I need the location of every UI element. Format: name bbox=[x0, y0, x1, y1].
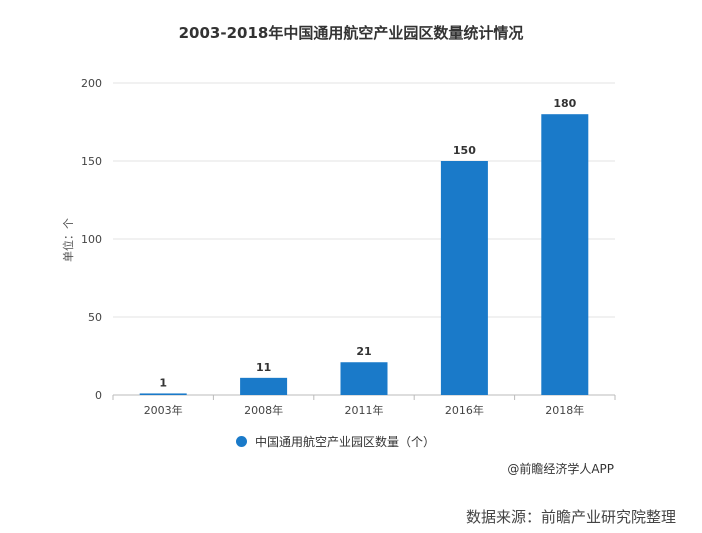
bar bbox=[240, 377, 288, 395]
legend-label: 中国通用航空产业园区数量（个） bbox=[255, 435, 436, 449]
source-note: 数据来源：前瞻产业研究院整理 bbox=[465, 508, 676, 526]
credit-text: @前瞻经济学人APP bbox=[507, 462, 614, 476]
bar-value-label: 180 bbox=[553, 97, 576, 110]
legend-swatch bbox=[236, 436, 247, 447]
y-axis-ticks: 0 50 100 150 200 bbox=[81, 77, 102, 402]
x-tick-label: 2008年 bbox=[244, 403, 283, 417]
y-tick-label: 100 bbox=[81, 233, 102, 246]
bar-value-label: 1 bbox=[159, 376, 167, 389]
x-tick-label: 2003年 bbox=[144, 403, 183, 417]
bar bbox=[139, 393, 187, 395]
y-tick-label: 0 bbox=[95, 389, 102, 402]
x-axis-ticks: 2003年 2008年 2011年 2016年 2018年 bbox=[112, 395, 616, 417]
x-tick-label: 2016年 bbox=[445, 403, 484, 417]
y-tick-label: 50 bbox=[88, 311, 102, 324]
y-tick-label: 200 bbox=[81, 77, 102, 90]
bar bbox=[340, 362, 388, 395]
y-axis-label: 单位：个 bbox=[61, 218, 75, 262]
bar-value-label: 150 bbox=[453, 144, 476, 157]
x-tick-label: 2011年 bbox=[345, 403, 384, 417]
x-tick-label: 2018年 bbox=[545, 403, 584, 417]
chart-title: 2003-2018年中国通用航空产业园区数量统计情况 bbox=[178, 24, 524, 42]
bar-value-label: 21 bbox=[356, 345, 371, 358]
chart-legend: 中国通用航空产业园区数量（个） bbox=[236, 433, 435, 450]
y-tick-label: 150 bbox=[81, 155, 102, 168]
bar-value-label: 11 bbox=[256, 361, 271, 374]
bar bbox=[440, 161, 488, 395]
bar bbox=[541, 114, 589, 395]
